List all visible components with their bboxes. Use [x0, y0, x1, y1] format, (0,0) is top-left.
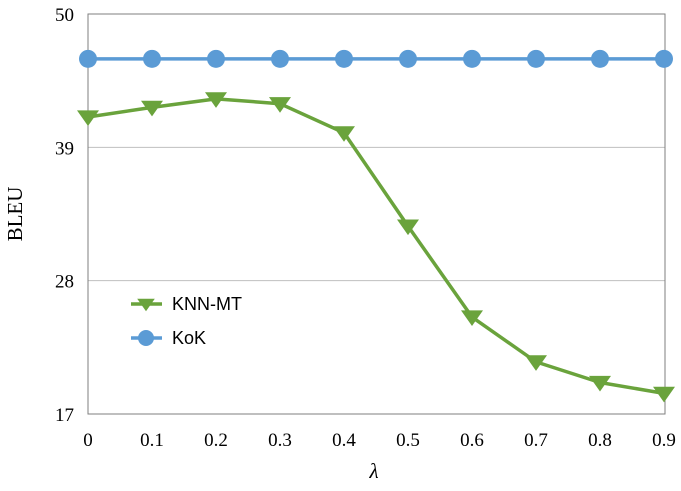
x-tick-label: 0.8: [588, 430, 612, 451]
knn-mt-point: [397, 219, 419, 236]
knn-mt-point: [269, 97, 291, 113]
x-tick-label: 0: [83, 430, 93, 451]
legend: KNN-MT KoK: [131, 294, 242, 348]
knn-mt-line: [87, 97, 665, 396]
series-kok: [79, 49, 673, 68]
kok-point: [463, 49, 481, 68]
x-tick-label: 0.3: [268, 430, 292, 451]
series-layer: [77, 49, 675, 403]
x-tick-label: 0.1: [140, 430, 164, 451]
legend-item-knn-mt: KNN-MT: [131, 294, 242, 314]
y-axis-ticks: 17 28 39 50: [55, 5, 74, 426]
knn-mt-point: [141, 100, 163, 117]
y-tick-label: 50: [55, 5, 74, 26]
x-axis-ticks: 0 0.1 0.2 0.3 0.4 0.5 0.6 0.7 0.8 0.9: [83, 430, 676, 451]
y-axis-label: BLEU: [3, 187, 27, 242]
legend-item-kok: KoK: [131, 328, 206, 348]
series-knn-mt: [77, 92, 675, 403]
kok-point: [527, 49, 545, 68]
kok-point: [335, 49, 353, 68]
x-tick-label: 0.5: [396, 430, 420, 451]
knn-mt-point: [333, 126, 355, 142]
legend-label: KoK: [172, 328, 206, 348]
knn-mt-point: [461, 310, 483, 327]
legend-label: KNN-MT: [172, 294, 242, 314]
kok-point: [207, 49, 225, 68]
kok-point: [591, 49, 609, 68]
knn-mt-point: [525, 355, 547, 371]
x-tick-label: 0.6: [460, 430, 484, 451]
kok-point: [655, 49, 673, 68]
y-tick-label: 28: [55, 272, 74, 293]
legend-marker: [137, 298, 155, 312]
x-tick-label: 0.7: [524, 430, 548, 451]
y-tick-label: 17: [55, 405, 74, 426]
x-axis-label: λ: [368, 459, 378, 483]
kok-point: [79, 49, 97, 68]
kok-point: [143, 49, 161, 68]
kok-point: [399, 49, 417, 68]
plot-area-border: [87, 13, 666, 415]
x-tick-label: 0.4: [332, 430, 356, 451]
gridlines: [88, 146, 665, 282]
knn-mt-point: [589, 375, 611, 392]
x-tick-label: 0.2: [204, 430, 228, 451]
x-tick-label: 0.9: [652, 430, 676, 451]
knn-mt-point: [77, 110, 99, 127]
knn-mt-point: [653, 386, 675, 403]
y-tick-label: 39: [55, 138, 74, 159]
knn-mt-point: [205, 92, 227, 108]
legend-marker: [138, 330, 154, 346]
kok-point: [271, 49, 289, 68]
